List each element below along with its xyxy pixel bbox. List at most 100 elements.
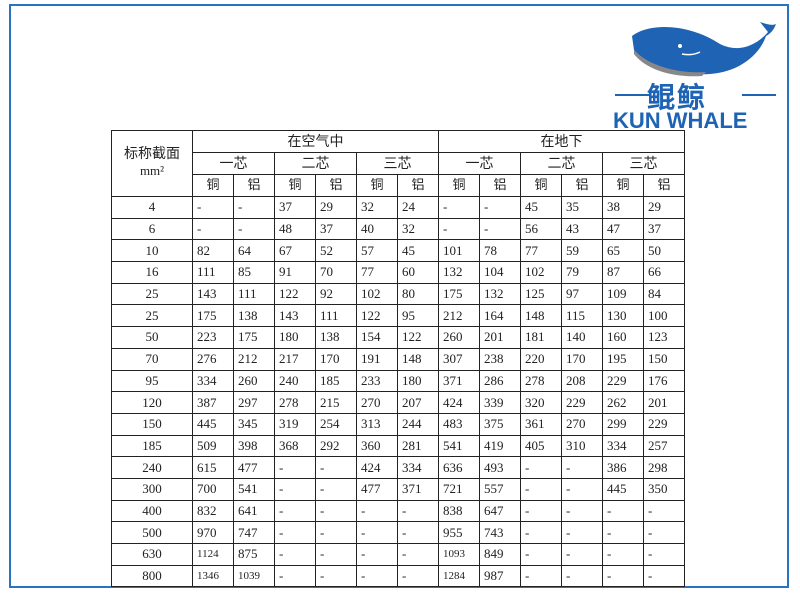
ampacity-cell: 138 <box>233 304 275 328</box>
ampacity-cell: 130 <box>602 304 644 328</box>
ampacity-cell: 238 <box>479 347 521 371</box>
section-size-cell: 185 <box>111 434 193 458</box>
ampacity-cell: 150 <box>642 347 686 371</box>
ampacity-cell: 419 <box>479 434 521 458</box>
material-header: 铜 <box>438 174 480 197</box>
ampacity-cell: 65 <box>602 239 644 263</box>
ampacity-cell: 262 <box>602 391 644 414</box>
ampacity-cell: 111 <box>192 261 234 284</box>
material-header: 铝 <box>315 174 357 197</box>
ampacity-cell: 387 <box>192 391 234 414</box>
ampacity-cell: - <box>397 499 439 523</box>
ampacity-cell: 386 <box>602 456 644 479</box>
image-frame <box>9 4 789 588</box>
section-label: 标称截面 <box>124 145 180 162</box>
ampacity-cell: 170 <box>315 347 357 371</box>
ampacity-cell: 1039 <box>233 564 275 588</box>
ampacity-cell: 92 <box>315 282 357 306</box>
ampacity-cell: 170 <box>561 347 603 371</box>
ampacity-cell: 292 <box>315 434 357 458</box>
ampacity-cell: 111 <box>233 282 275 306</box>
ampacity-cell: 125 <box>520 282 562 306</box>
ampacity-cell: 207 <box>397 391 439 414</box>
ampacity-cell: 398 <box>233 434 275 458</box>
table-row: 300 700 541- -477 371 721 557- -445 350 <box>111 477 686 501</box>
ampacity-cell: - <box>520 564 562 588</box>
ampacity-cell: - <box>315 564 357 588</box>
ampacity-cell: 37 <box>274 196 316 219</box>
ampacity-cell: - <box>561 543 603 566</box>
ampacity-cell: 334 <box>602 434 644 458</box>
ampacity-cell: - <box>642 543 686 566</box>
table-row: 50 223 175 180 138 154 122 260 201 181 140 160 123 <box>111 326 686 349</box>
ampacity-cell: 424 <box>356 456 398 479</box>
ampacity-cell: - <box>602 499 644 523</box>
ampacity-cell: - <box>602 521 644 544</box>
material-header: 铝 <box>479 174 521 197</box>
ampacity-cell: 424 <box>438 391 480 414</box>
ampacity-cell: 111 <box>315 304 357 328</box>
ampacity-cell: 310 <box>561 434 603 458</box>
ampacity-cell: 636 <box>438 456 480 479</box>
ampacity-cell: - <box>315 521 357 544</box>
ampacity-cell: 32 <box>397 217 439 241</box>
ampacity-cell: 143 <box>274 304 316 328</box>
ampacity-cell: 849 <box>479 543 521 566</box>
ampacity-cell: 721 <box>438 477 480 501</box>
logo-dash-right <box>742 94 776 96</box>
material-header: 铝 <box>642 174 686 197</box>
ampacity-cell: 875 <box>233 543 275 566</box>
ampacity-cell: 970 <box>192 521 234 544</box>
ampacity-cell: 140 <box>561 326 603 349</box>
ampacity-cell: 67 <box>274 239 316 263</box>
ampacity-cell: 87 <box>602 261 644 284</box>
ampacity-cell: 334 <box>397 456 439 479</box>
core-header: 三芯 <box>356 152 439 175</box>
ampacity-cell: - <box>274 564 316 588</box>
section-size-cell: 4 <box>111 196 193 219</box>
table-row: 95 334 260 240 185 233 180 371 286 278 208 229 176 <box>111 369 686 393</box>
ampacity-cell: 270 <box>356 391 398 414</box>
ampacity-cell: 371 <box>438 369 480 393</box>
ampacity-cell: 281 <box>397 434 439 458</box>
material-header: 铝 <box>233 174 275 197</box>
ampacity-cell: - <box>274 499 316 523</box>
ampacity-cell: 647 <box>479 499 521 523</box>
ampacity-cell: 148 <box>520 304 562 328</box>
ampacity-cell: - <box>192 196 234 219</box>
ampacity-cell: - <box>642 564 686 588</box>
ampacity-cell: 109 <box>602 282 644 306</box>
ampacity-cell: - <box>356 564 398 588</box>
ampacity-cell: 339 <box>479 391 521 414</box>
ampacity-cell: 361 <box>520 412 562 436</box>
ampacity-cell: - <box>642 521 686 544</box>
ampacity-cell: 541 <box>438 434 480 458</box>
section-size-cell: 400 <box>111 499 193 523</box>
ampacity-cell: 148 <box>397 347 439 371</box>
core-header: 一芯 <box>438 152 521 175</box>
section-size-cell: 240 <box>111 456 193 479</box>
table-row: 120 387 297 278 215 270 207 424 339 320 229 262 201 <box>111 391 686 414</box>
ampacity-cell: 115 <box>561 304 603 328</box>
ampacity-cell: 987 <box>479 564 521 588</box>
ampacity-cell: 233 <box>356 369 398 393</box>
ampacity-cell: - <box>315 499 357 523</box>
ampacity-cell: 477 <box>356 477 398 501</box>
ampacity-cell: 185 <box>315 369 357 393</box>
section-size-cell: 16 <box>111 261 193 284</box>
ampacity-cell: 181 <box>520 326 562 349</box>
ampacity-cell: 955 <box>438 521 480 544</box>
core-header: 二芯 <box>274 152 357 175</box>
section-unit: mm² <box>139 162 165 178</box>
ampacity-cell: 832 <box>192 499 234 523</box>
ampacity-cell: 175 <box>233 326 275 349</box>
table-row: 16 111 85 91 70 77 60 132 104 102 79 87 66 <box>111 261 686 284</box>
brand-name-cn: 鲲鲸 <box>647 81 708 114</box>
material-header: 铝 <box>397 174 439 197</box>
ampacity-cell: 257 <box>642 434 686 458</box>
ampacity-cell: - <box>192 217 234 241</box>
ampacity-cell: 77 <box>520 239 562 263</box>
ampacity-cell: - <box>520 499 562 523</box>
ampacity-cell: 240 <box>274 369 316 393</box>
brand-name-en: KUN WHALE <box>613 108 748 133</box>
